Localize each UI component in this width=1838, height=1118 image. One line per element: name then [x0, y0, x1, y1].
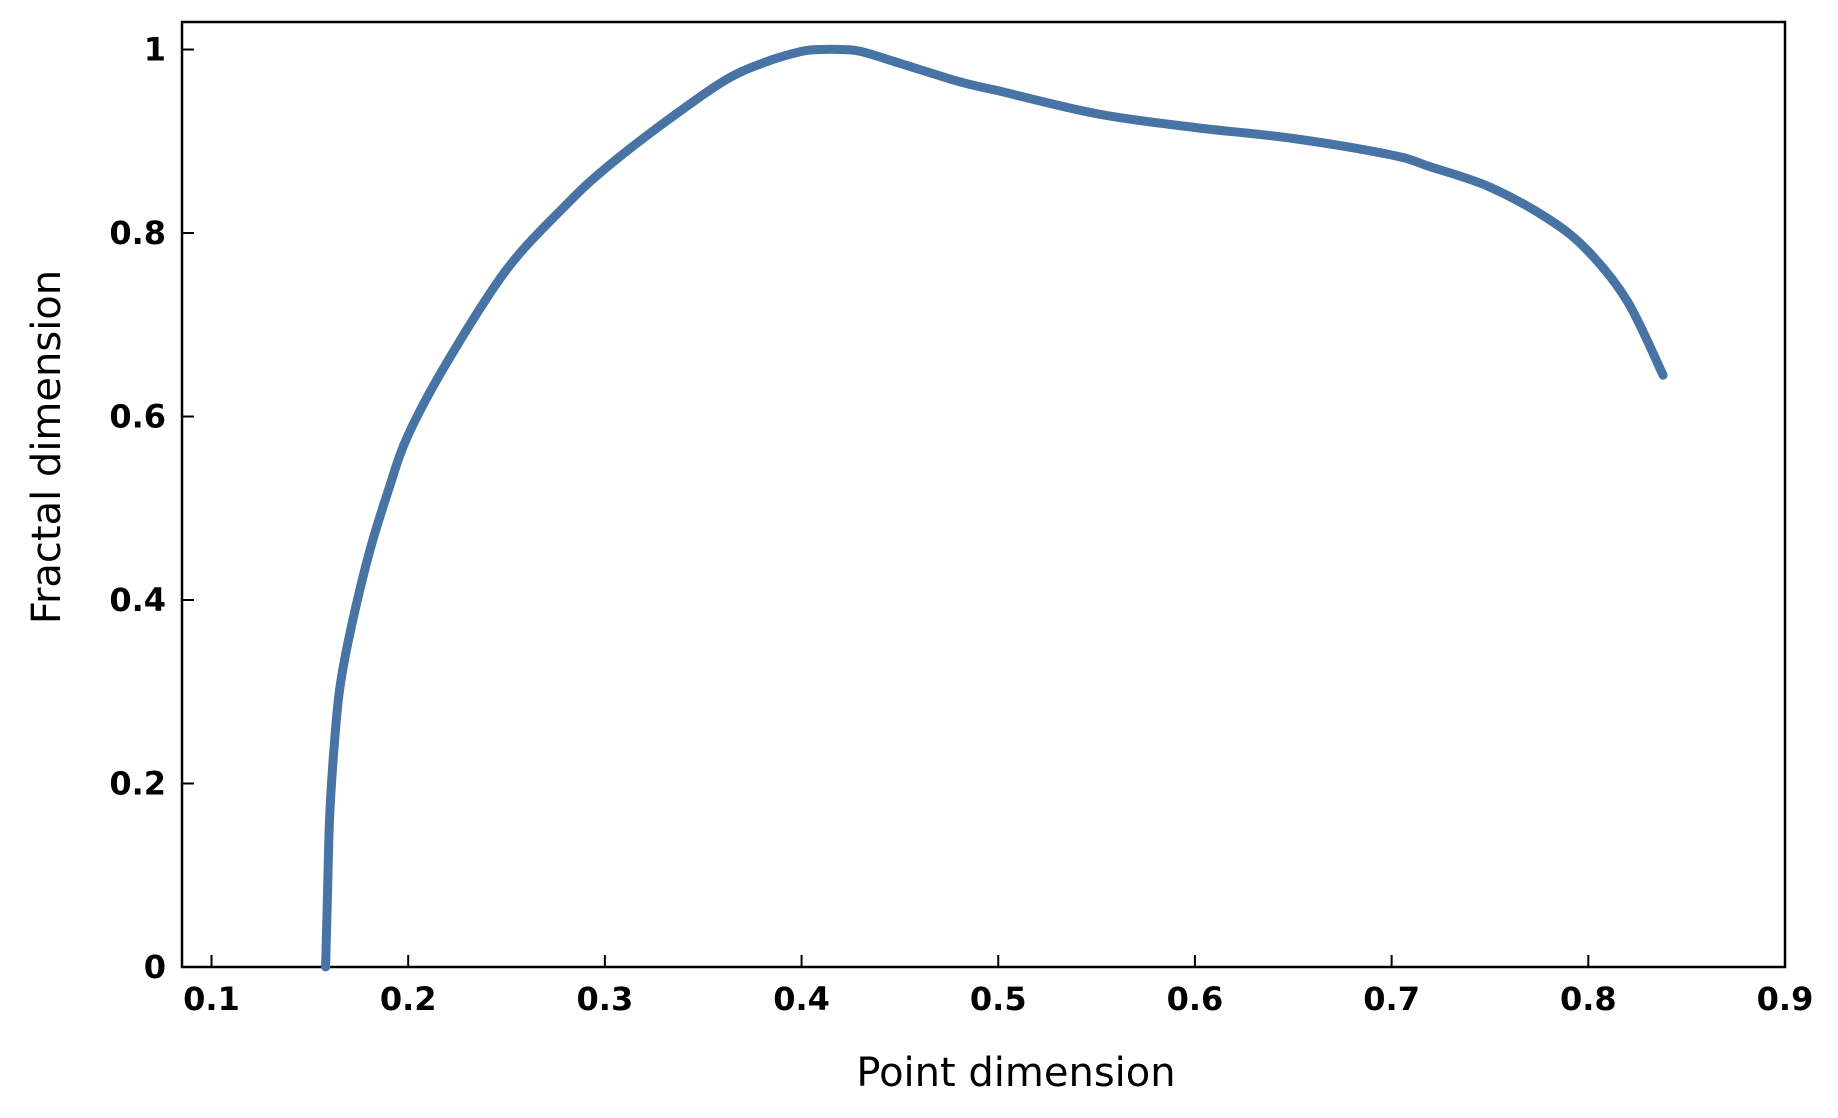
plot-frame — [180, 20, 1787, 969]
x-tick-label: 0.1 — [183, 980, 240, 1018]
series-line — [321, 44, 1668, 972]
x-axis: 0.1 0.2 0.3 0.4 0.5 0.6 0.7 0.8 0.9 — [183, 955, 1813, 1018]
y-tick-label: 1 — [144, 31, 166, 69]
y-tick-label: 0.8 — [109, 214, 166, 252]
x-tick-label: 0.5 — [970, 980, 1027, 1018]
y-axis-title: Fractal dimension — [24, 270, 70, 624]
y-tick-label: 0.2 — [109, 765, 166, 803]
x-tick-label: 0.9 — [1757, 980, 1814, 1018]
y-tick-label: 0.6 — [109, 398, 166, 436]
x-tick-label: 0.2 — [380, 980, 437, 1018]
x-tick-label: 0.6 — [1167, 980, 1224, 1018]
x-tick-label: 0.3 — [577, 980, 634, 1018]
y-tick-label: 0 — [144, 948, 166, 986]
x-tick-label: 0.8 — [1560, 980, 1617, 1018]
y-tick-label: 0.4 — [109, 581, 166, 619]
x-tick-label: 0.4 — [773, 980, 830, 1018]
x-axis-title: Point dimension — [856, 1050, 1175, 1096]
x-tick-label: 0.7 — [1363, 980, 1420, 1018]
y-axis: 0 0.2 0.4 0.6 0.8 1 — [109, 31, 194, 986]
